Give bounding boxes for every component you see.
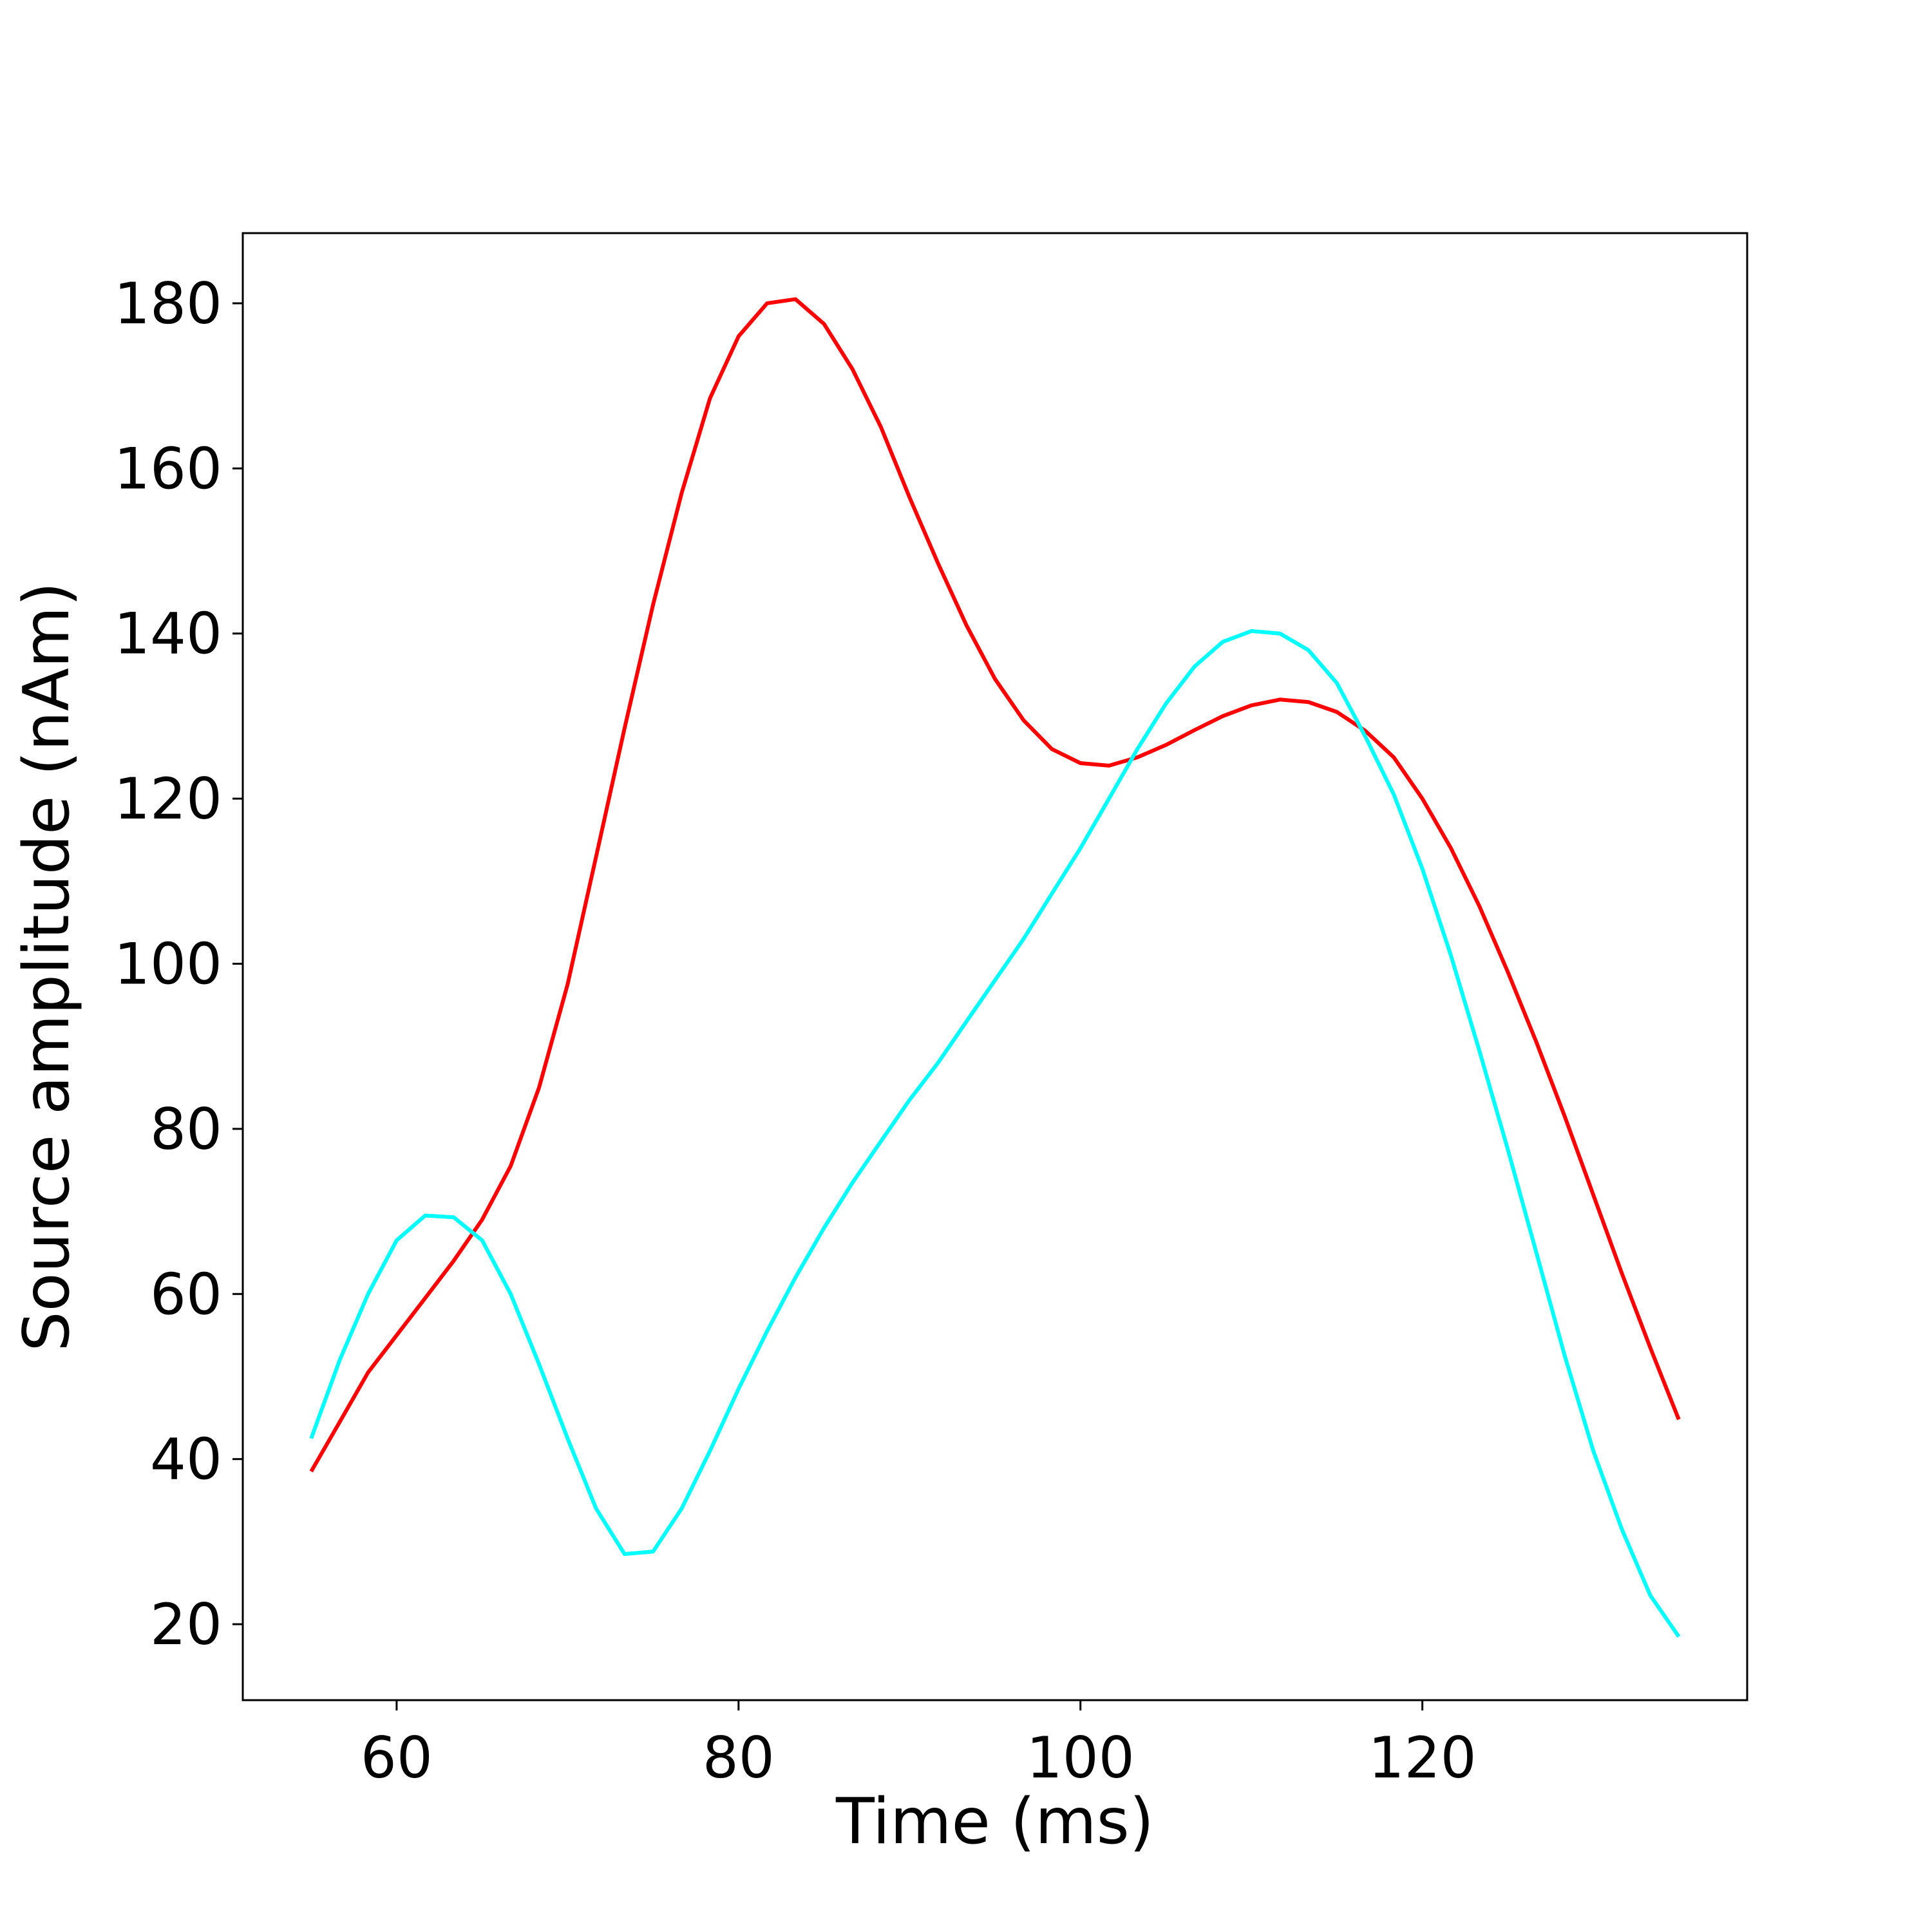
y-tick-label: 160 xyxy=(114,435,222,502)
y-axis-label: Source amplitude (nAm) xyxy=(10,582,84,1351)
y-tick-label: 120 xyxy=(114,766,222,832)
series-layer xyxy=(309,297,1681,1638)
x-tick-label: 100 xyxy=(1027,1725,1135,1791)
x-tick-label: 60 xyxy=(361,1725,433,1791)
y-tick-label: 140 xyxy=(114,601,222,667)
y-tick-label: 100 xyxy=(114,931,222,998)
series-line-2 xyxy=(309,629,1681,1638)
y-tick-label: 80 xyxy=(150,1096,222,1162)
y-tick-label: 60 xyxy=(150,1261,222,1327)
x-axis-label: Time (ms) xyxy=(835,1785,1154,1859)
y-tick-label: 40 xyxy=(150,1426,222,1493)
plot-frame xyxy=(242,232,1748,1701)
y-tick-label: 180 xyxy=(114,270,222,337)
y-tick-label: 20 xyxy=(150,1591,222,1658)
y-axis-ticks: 20 40 60 80 100 120 140 160 180 xyxy=(114,270,243,1658)
x-tick-label: 80 xyxy=(703,1725,775,1791)
x-axis-ticks: 60 80 100 120 xyxy=(361,1700,1477,1791)
x-tick-label: 120 xyxy=(1368,1725,1477,1791)
series-line-1 xyxy=(309,297,1681,1473)
